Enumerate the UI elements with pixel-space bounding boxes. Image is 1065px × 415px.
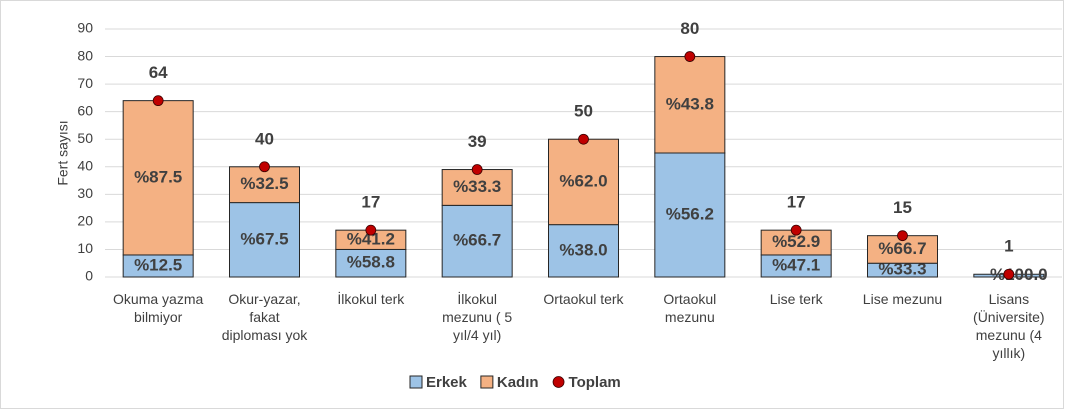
total-label: 64 (149, 63, 168, 82)
data-label: %100.0 (990, 265, 1048, 284)
y-tick-label: 30 (77, 185, 93, 201)
bar-segment (654, 56, 726, 154)
total-dot (471, 164, 483, 175)
x-tick-line: mezunu (665, 309, 715, 325)
data-label: %56.2 (666, 204, 714, 223)
x-tick-label: Lise terk (770, 291, 824, 307)
legend-label: Erkek (426, 374, 468, 391)
x-tick-line: yıllık) (992, 345, 1025, 361)
data-label: %33.3 (453, 177, 501, 196)
legend-swatch (480, 375, 494, 389)
bar-segment (548, 224, 619, 278)
bar-segment (441, 204, 513, 278)
legend-swatch (409, 375, 423, 389)
data-label: %52.9 (772, 232, 820, 251)
x-tick-line: yıl/4 yıl) (453, 327, 501, 343)
data-label: %32.5 (240, 174, 288, 193)
data-label: %87.5 (134, 167, 182, 186)
x-tick-label: Ortaokul terk (543, 291, 624, 307)
x-tick-line: Ortaokul (663, 291, 716, 307)
x-tick-line: Lisans (989, 291, 1029, 307)
data-label: %66.7 (453, 231, 501, 250)
total-label: 80 (680, 19, 699, 38)
total-label: 40 (255, 129, 274, 148)
x-tick-line: (Üniversite) (973, 308, 1045, 325)
y-tick-label: 80 (77, 47, 93, 63)
y-tick-label: 40 (77, 157, 93, 173)
y-axis-label: Fert sayısı (55, 120, 71, 185)
total-label: 1 (1004, 237, 1013, 256)
x-tick-line: Okuma yazma (113, 291, 203, 307)
x-tick-line: fakat (249, 309, 279, 325)
x-tick-line: diploması yok (222, 327, 309, 343)
x-tick-line: Lise mezunu (863, 291, 942, 307)
y-tick-label: 50 (77, 130, 93, 146)
total-label: 17 (787, 193, 806, 212)
bar-segment (335, 248, 407, 278)
total-label: 39 (468, 132, 487, 151)
x-tick-label: İlkokul mezunu ( 5 yıl/4 yıl) (442, 290, 512, 343)
y-tick-label: 10 (77, 240, 93, 256)
x-tick-line: İlkokul (457, 290, 497, 307)
x-tick-line: Ortaokul terk (543, 291, 624, 307)
data-label: %58.8 (347, 253, 395, 272)
x-tick-line: Lise terk (770, 291, 824, 307)
total-dot (897, 230, 908, 242)
x-tick-line: İlkokul terk (337, 290, 405, 307)
total-dot (259, 161, 270, 173)
x-tick-label: Lise mezunu (863, 291, 942, 307)
total-dot (790, 224, 802, 236)
data-label: %43.8 (666, 94, 714, 113)
total-label: 50 (574, 102, 593, 121)
data-label: %66.7 (878, 239, 926, 258)
y-tick-label: 20 (77, 213, 93, 229)
data-label: %38.0 (559, 240, 607, 259)
bar-segment (654, 152, 726, 278)
y-tick-label: 90 (77, 20, 93, 36)
total-dot (684, 51, 696, 62)
total-dot (152, 95, 164, 107)
x-tick-label: Okuma yazma bilmiyor (113, 291, 203, 325)
x-tick-label: Okur-yazar, fakat diploması yok (222, 291, 309, 343)
data-label: %47.1 (772, 255, 820, 274)
x-tick-label: Ortaokul mezunu (663, 291, 716, 325)
y-tick-label: 0 (85, 268, 93, 284)
total-label: 17 (361, 193, 380, 212)
data-label: %67.5 (240, 229, 288, 248)
x-tick-line: mezunu ( 5 (442, 309, 512, 325)
data-label: %62.0 (559, 171, 607, 190)
total-dot (1003, 268, 1015, 280)
data-label: %33.3 (878, 260, 926, 279)
total-label: 15 (893, 198, 912, 217)
y-tick-label: 70 (77, 75, 93, 91)
data-label: %41.2 (347, 229, 395, 248)
legend-label: Kadın (497, 374, 539, 391)
x-tick-line: mezunu (4 (976, 327, 1042, 343)
legend-swatch (552, 376, 565, 388)
x-tick-label: İlkokul terk (337, 290, 405, 307)
x-tick-line: bilmiyor (134, 309, 183, 325)
y-tick-label: 60 (77, 102, 93, 118)
bar-segment (441, 169, 513, 206)
x-tick-label: Lisans (Üniversite) mezunu (4 yıllık) (973, 291, 1045, 361)
legend-label: Toplam (569, 374, 621, 391)
data-label: %12.5 (134, 255, 182, 274)
bar-segment (229, 166, 300, 204)
total-dot (578, 133, 589, 145)
total-dot (365, 224, 377, 236)
bar-segment (548, 138, 619, 226)
x-tick-line: Okur-yazar, (228, 291, 300, 307)
bar-segment (229, 202, 300, 278)
